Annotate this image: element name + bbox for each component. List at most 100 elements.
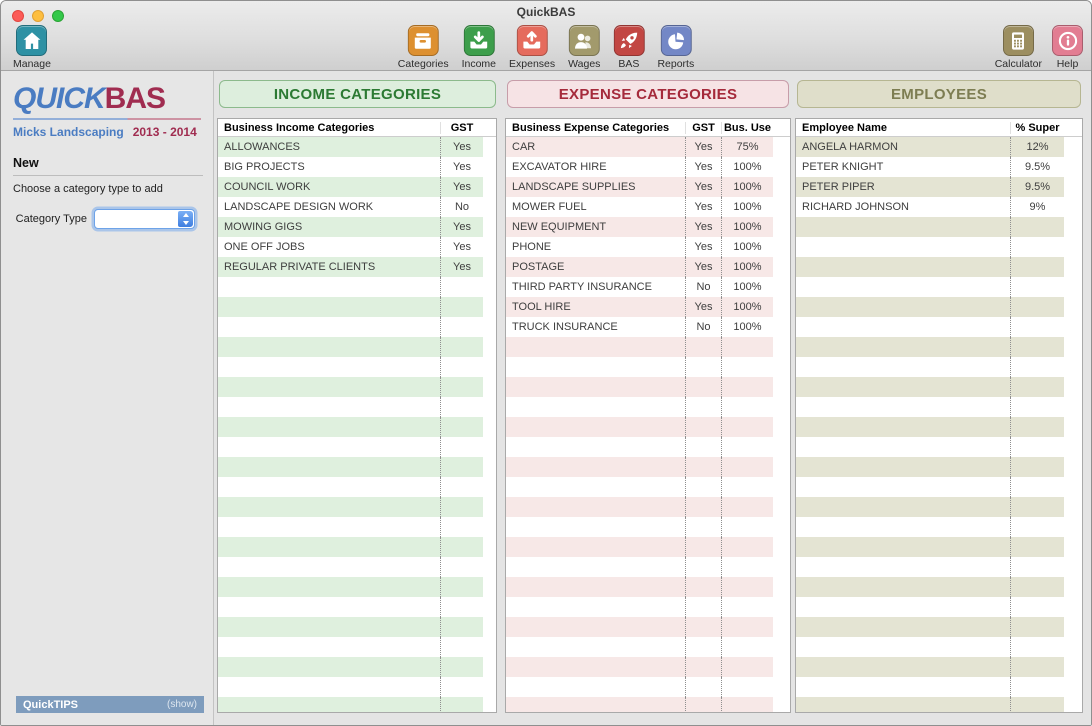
table-row[interactable]: MOWING GIGS Yes [218,217,496,237]
rocket-icon [613,25,645,56]
cell-super [1010,497,1064,517]
scrollbar-track [483,217,496,237]
cell-name [218,277,440,297]
table-row[interactable]: REGULAR PRIVATE CLIENTS Yes [218,257,496,277]
toolbar-button-calculator[interactable]: Calculator [995,25,1042,70]
table-row[interactable]: COUNCIL WORK Yes [218,177,496,197]
scrollbar-track [773,557,790,577]
drawer-icon [407,25,439,56]
column-header-gst: GST [440,121,483,134]
table-row[interactable]: RICHARD JOHNSON 9% [796,197,1082,217]
table-row[interactable]: PETER PIPER 9.5% [796,177,1082,197]
scrollbar-track [773,197,790,217]
table-row[interactable]: PHONE Yes 100% [506,237,790,257]
table-row[interactable]: CAR Yes 75% [506,137,790,157]
employees-header-button[interactable]: EMPLOYEES [797,80,1081,108]
table-row[interactable]: BIG PROJECTS Yes [218,157,496,177]
cell-super: 9% [1010,197,1064,217]
zoom-button[interactable] [52,10,64,22]
empty-row [506,557,790,577]
table-row[interactable]: ONE OFF JOBS Yes [218,237,496,257]
scrollbar-track [483,357,496,377]
cell-gst: Yes [685,257,721,277]
empty-row [796,557,1082,577]
cell-gst [440,317,483,337]
scrollbar-track [1064,417,1082,437]
scrollbar-track [483,677,496,697]
empty-row [506,617,790,637]
empty-row [796,337,1082,357]
cell-name [218,557,440,577]
scrollbar-track [1064,457,1082,477]
cell-name [218,437,440,457]
minimize-button[interactable] [32,10,44,22]
toolbar-button-expenses[interactable]: Expenses [509,25,555,70]
table-row[interactable]: EXCAVATOR HIRE Yes 100% [506,157,790,177]
toolbar-button-categories[interactable]: Categories [398,25,449,70]
select-stepper-icon [178,211,193,227]
cell-name [506,477,685,497]
table-row[interactable]: PETER KNIGHT 9.5% [796,157,1082,177]
table-row[interactable]: ANGELA HARMON 12% [796,137,1082,157]
table-row[interactable]: NEW EQUIPMENT Yes 100% [506,217,790,237]
column-header-bus_use: Bus. Use [721,121,773,134]
scrollbar-track [1064,177,1082,197]
cell-bus_use [721,337,773,357]
cell-name [796,337,1010,357]
expense-categories-header-button[interactable]: EXPENSE CATEGORIES [507,80,789,108]
empty-row [796,517,1082,537]
scrollbar-track [1064,697,1082,712]
toolbar-button-income[interactable]: Income [462,25,496,70]
scrollbar-track [1064,357,1082,377]
quicktips-bar[interactable]: QuickTIPS (show) [16,696,204,713]
scrollbar-track [1064,237,1082,257]
category-type-select[interactable] [94,209,195,229]
income-categories-header-button[interactable]: INCOME CATEGORIES [219,80,496,108]
table-row[interactable]: LANDSCAPE DESIGN WORK No [218,197,496,217]
cell-bus_use: 100% [721,237,773,257]
cell-name [506,677,685,697]
scrollbar-track [1064,617,1082,637]
toolbar-button-reports[interactable]: Reports [657,25,694,70]
table-row[interactable]: POSTAGE Yes 100% [506,257,790,277]
scrollbar-track [1064,437,1082,457]
table-row[interactable]: MOWER FUEL Yes 100% [506,197,790,217]
cell-name: ALLOWANCES [224,141,301,153]
scrollbar-track [1064,597,1082,617]
toolbar-button-wages[interactable]: Wages [568,25,600,70]
cell-gst: Yes [440,237,483,257]
table-row[interactable]: TOOL HIRE Yes 100% [506,297,790,317]
scrollbar-track [1064,257,1082,277]
toolbar-button-bas[interactable]: BAS [613,25,645,70]
toolbar-button-manage[interactable]: Manage [13,25,51,70]
scrollbar-track [1064,377,1082,397]
scrollbar-track [773,317,790,337]
scrollbar-track [773,677,790,697]
scrollbar-track [773,537,790,557]
pie-chart-icon [660,25,692,56]
cell-bus_use [721,557,773,577]
scrollbar-track [773,377,790,397]
cell-name [218,417,440,437]
empty-row [506,597,790,617]
toolbar-button-help[interactable]: Help [1052,25,1083,70]
logo-part-quick: QUICK [13,82,106,115]
scrollbar-track [773,397,790,417]
cell-name [506,457,685,477]
cell-bus_use [721,617,773,637]
scrollbar-track [483,697,496,712]
table-row[interactable]: TRUCK INSURANCE No 100% [506,317,790,337]
logo-part-bas: BAS [104,82,166,115]
cell-name [506,597,685,617]
people-icon [568,25,600,56]
cell-bus_use [721,457,773,477]
table-row[interactable]: THIRD PARTY INSURANCE No 100% [506,277,790,297]
cell-name [796,237,1010,257]
cell-gst [440,657,483,677]
close-button[interactable] [12,10,24,22]
table-row[interactable]: LANDSCAPE SUPPLIES Yes 100% [506,177,790,197]
quicktips-show-link[interactable]: (show) [166,699,197,710]
table-row[interactable]: ALLOWANCES Yes [218,137,496,157]
scrollbar-track [773,617,790,637]
empty-row [218,537,496,557]
